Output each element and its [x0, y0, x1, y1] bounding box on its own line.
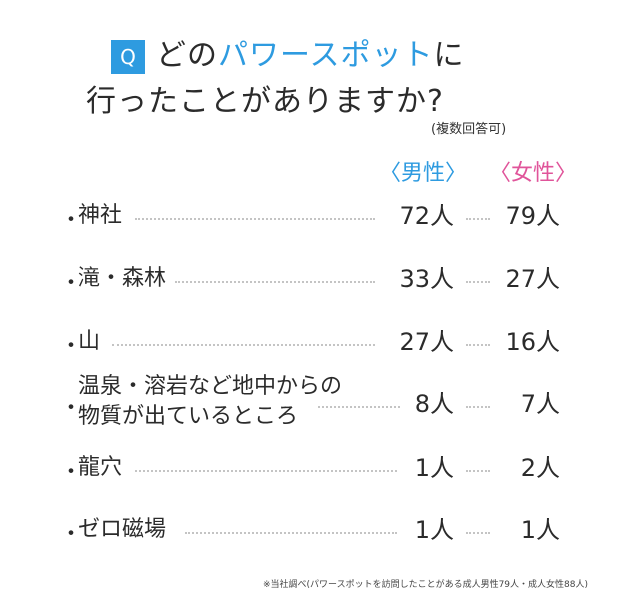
row-label-line-1: 温泉・溶岩など地中からの [78, 374, 343, 399]
row-leader-dots-2 [466, 218, 490, 220]
row-leader-dots [175, 281, 375, 283]
row-label-line-2: 物質が出ているところ [78, 404, 299, 429]
row-bullet: ・ [60, 522, 83, 547]
row-leader-dots-2 [466, 470, 490, 472]
multi-answer-note: (複数回答可) [431, 122, 507, 137]
row-bullet: ・ [60, 208, 83, 233]
row-female-value: 27人 [505, 265, 560, 293]
row-male-value: 1人 [414, 516, 454, 544]
row-bullet: ・ [60, 271, 83, 296]
row-label: 龍穴 [78, 455, 123, 480]
table-row-shrine: ・ 神社 72人 79人 [0, 200, 620, 233]
row-leader-dots [112, 344, 375, 346]
row-male-value: 33人 [399, 265, 454, 293]
row-bullet: ・ [60, 396, 83, 421]
row-label: ゼロ磁場 [78, 517, 167, 542]
title-line-1: どのパワースポットに [156, 36, 465, 76]
table-row-waterfall-forest: ・ 滝・森林 33人 27人 [0, 263, 620, 296]
row-female-value: 79人 [505, 202, 560, 230]
row-leader-dots-2 [466, 406, 490, 408]
table-row-zero-magnetic-field: ・ ゼロ磁場 1人 1人 [0, 514, 620, 547]
row-label: 滝・森林 [78, 266, 167, 291]
column-header-female: 〈女性〉 [489, 161, 578, 186]
row-leader-dots-2 [466, 344, 490, 346]
row-leader-dots [318, 406, 400, 408]
row-male-value: 72人 [399, 202, 454, 230]
table-row-dragon-cave: ・ 龍穴 1人 2人 [0, 452, 620, 485]
column-header-male: 〈男性〉 [379, 161, 468, 186]
row-female-value: 16人 [505, 328, 560, 356]
row-female-value: 7人 [520, 390, 560, 418]
table-row-hot-spring-lava: ・ 温泉・溶岩など地中からの 物質が出ているところ 8人 7人 [0, 372, 620, 436]
row-leader-dots [135, 470, 397, 472]
row-leader-dots-2 [466, 281, 490, 283]
row-male-value: 27人 [399, 328, 454, 356]
source-note: ※当社調べ(パワースポットを訪問したことがある成人男性79人・成人女性88人) [262, 580, 588, 590]
row-bullet: ・ [60, 334, 83, 359]
title-highlight: パワースポット [218, 38, 434, 73]
row-leader-dots [185, 532, 397, 534]
title-pre: どの [156, 38, 218, 73]
row-leader-dots [135, 218, 375, 220]
row-female-value: 1人 [520, 516, 560, 544]
title-post: に [433, 38, 465, 73]
row-label: 山 [78, 329, 101, 354]
row-female-value: 2人 [520, 454, 560, 482]
row-leader-dots-2 [466, 532, 490, 534]
row-male-value: 1人 [414, 454, 454, 482]
title-line-2: 行ったことがありますか? [86, 84, 444, 119]
row-male-value: 8人 [414, 390, 454, 418]
row-bullet: ・ [60, 460, 83, 485]
row-label: 神社 [78, 203, 123, 228]
table-row-mountain: ・ 山 27人 16人 [0, 326, 620, 359]
question-badge: Q [111, 40, 145, 74]
